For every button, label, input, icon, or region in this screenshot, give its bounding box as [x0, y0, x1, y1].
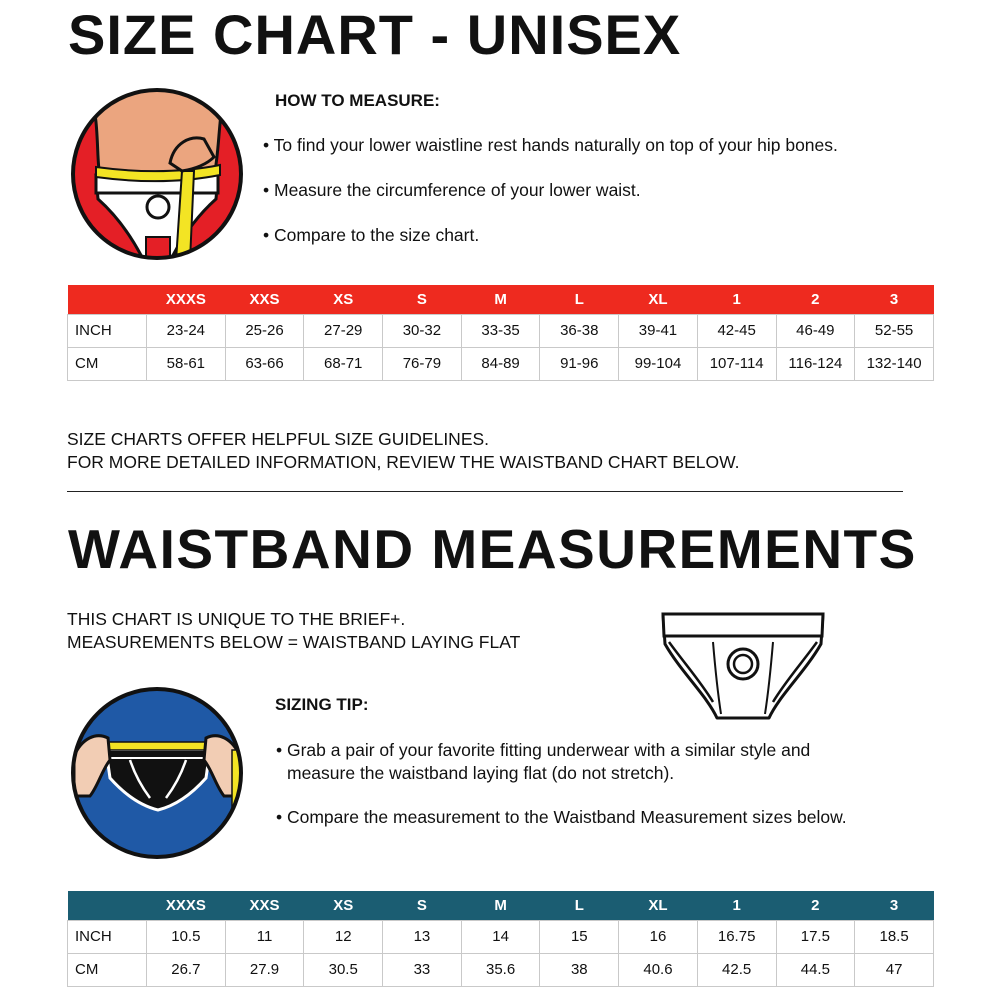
table-cell: 11 — [224, 919, 305, 954]
table-cell: 76-79 — [382, 346, 462, 381]
size-header-cell: 2 — [776, 285, 855, 314]
table-cell: 44.5 — [775, 952, 856, 987]
measuring-waistband-illustration — [71, 687, 243, 859]
table-cell: 30.5 — [303, 952, 384, 987]
table-cell: 84-89 — [460, 346, 541, 381]
table-cell: 18.5 — [854, 919, 934, 954]
table-cell: 27.9 — [224, 952, 305, 987]
table-cell: 25-26 — [224, 313, 305, 348]
table-cell: 46-49 — [775, 313, 856, 348]
section-divider — [67, 491, 903, 492]
size-chart-table: XXXS XXS XS S M L XL 1 2 3 INCH 23-24 25… — [67, 285, 934, 381]
table-row: CM 26.7 27.9 30.5 33 35.6 38 40.6 42.5 4… — [67, 952, 934, 987]
table-cell: 10.5 — [146, 919, 226, 954]
guideline-note-line-2: FOR MORE DETAILED INFORMATION, REVIEW TH… — [67, 452, 740, 472]
table-cell: 16.75 — [696, 919, 777, 954]
table-cell: 14 — [460, 919, 541, 954]
how-to-measure-heading: HOW TO MEASURE: — [275, 91, 440, 110]
size-header-cell: XS — [303, 285, 383, 314]
table-cell: 116-124 — [775, 346, 856, 381]
size-header-cell: XXS — [225, 891, 304, 920]
row-label: CM — [67, 346, 147, 381]
guideline-note-line-1: SIZE CHARTS OFFER HELPFUL SIZE GUIDELINE… — [67, 429, 490, 449]
table-cell: 16 — [618, 919, 698, 954]
size-header-cell: L — [539, 285, 619, 314]
row-label: INCH — [67, 919, 147, 954]
measure-bullet-2: • Measure the circumference of your lowe… — [263, 180, 641, 200]
size-header-cell: 2 — [776, 891, 855, 920]
table-cell: 42-45 — [696, 313, 777, 348]
table-cell: 33 — [382, 952, 462, 987]
waistband-title: WAISTBAND MEASUREMENTS — [68, 518, 917, 580]
size-header-cell — [67, 285, 147, 314]
table-cell: 15 — [539, 919, 620, 954]
table-cell: 63-66 — [224, 346, 305, 381]
brief-outline-illustration — [661, 612, 825, 720]
size-header-cell: 3 — [854, 285, 934, 314]
table-cell: 38 — [539, 952, 620, 987]
size-header-cell — [67, 891, 147, 920]
table-cell: 23-24 — [146, 313, 226, 348]
table-cell: 35.6 — [460, 952, 541, 987]
table-cell: 27-29 — [303, 313, 384, 348]
table-cell: 42.5 — [696, 952, 777, 987]
size-header-cell: XS — [303, 891, 383, 920]
sizing-tip-heading: SIZING TIP: — [275, 695, 369, 714]
table-row: INCH 23-24 25-26 27-29 30-32 33-35 36-38… — [67, 313, 934, 348]
table-row: CM 58-61 63-66 68-71 76-79 84-89 91-96 9… — [67, 346, 934, 381]
sizing-tip-1-line-1: • Grab a pair of your favorite fitting u… — [276, 740, 811, 760]
size-header-cell: M — [461, 285, 540, 314]
measuring-waist-illustration — [71, 88, 243, 260]
row-label: INCH — [67, 313, 147, 348]
table-cell: 36-38 — [539, 313, 620, 348]
size-header-cell: 3 — [854, 891, 934, 920]
table-cell: 91-96 — [539, 346, 620, 381]
table-cell: 33-35 — [460, 313, 541, 348]
sizing-tip-1-line-2: measure the waistband laying flat (do no… — [287, 763, 675, 783]
table-cell: 99-104 — [618, 346, 698, 381]
table-cell: 68-71 — [303, 346, 384, 381]
waistband-intro-line-2: MEASUREMENTS BELOW = WAISTBAND LAYING FL… — [67, 632, 521, 652]
size-header-cell: XXXS — [146, 891, 226, 920]
measure-bullet-1: • To find your lower waistline rest hand… — [263, 135, 838, 155]
size-header-cell: XXXS — [146, 285, 226, 314]
table-cell: 107-114 — [696, 346, 777, 381]
table-cell: 17.5 — [775, 919, 856, 954]
waistband-table: XXXS XXS XS S M L XL 1 2 3 INCH 10.5 11 … — [67, 891, 934, 987]
size-header-cell: XL — [618, 285, 698, 314]
row-label: CM — [67, 952, 147, 987]
table-cell: 58-61 — [146, 346, 226, 381]
table-cell: 13 — [382, 919, 462, 954]
table-row: INCH 10.5 11 12 13 14 15 16 16.75 17.5 1… — [67, 919, 934, 954]
size-chart-title: SIZE CHART - UNISEX — [68, 3, 682, 66]
table-cell: 30-32 — [382, 313, 462, 348]
table-cell: 12 — [303, 919, 384, 954]
table-cell: 40.6 — [618, 952, 698, 987]
size-header-row: XXXS XXS XS S M L XL 1 2 3 — [67, 285, 934, 314]
size-header-cell: M — [461, 891, 540, 920]
table-cell: 26.7 — [146, 952, 226, 987]
sizing-tip-2: • Compare the measurement to the Waistba… — [276, 807, 847, 827]
size-header-cell: L — [539, 891, 619, 920]
size-header-cell: XXS — [225, 285, 304, 314]
measure-bullet-3: • Compare to the size chart. — [263, 225, 480, 245]
table-cell: 47 — [854, 952, 934, 987]
waistband-intro-line-1: THIS CHART IS UNIQUE TO THE BRIEF+. — [67, 609, 406, 629]
size-header-cell: 1 — [697, 891, 776, 920]
size-header-cell: 1 — [697, 285, 776, 314]
size-header-cell: S — [382, 285, 462, 314]
size-header-cell: S — [382, 891, 462, 920]
table-cell: 132-140 — [854, 346, 934, 381]
table-cell: 39-41 — [618, 313, 698, 348]
size-header-cell: XL — [618, 891, 698, 920]
table-cell: 52-55 — [854, 313, 934, 348]
size-header-row: XXXS XXS XS S M L XL 1 2 3 — [67, 891, 934, 920]
